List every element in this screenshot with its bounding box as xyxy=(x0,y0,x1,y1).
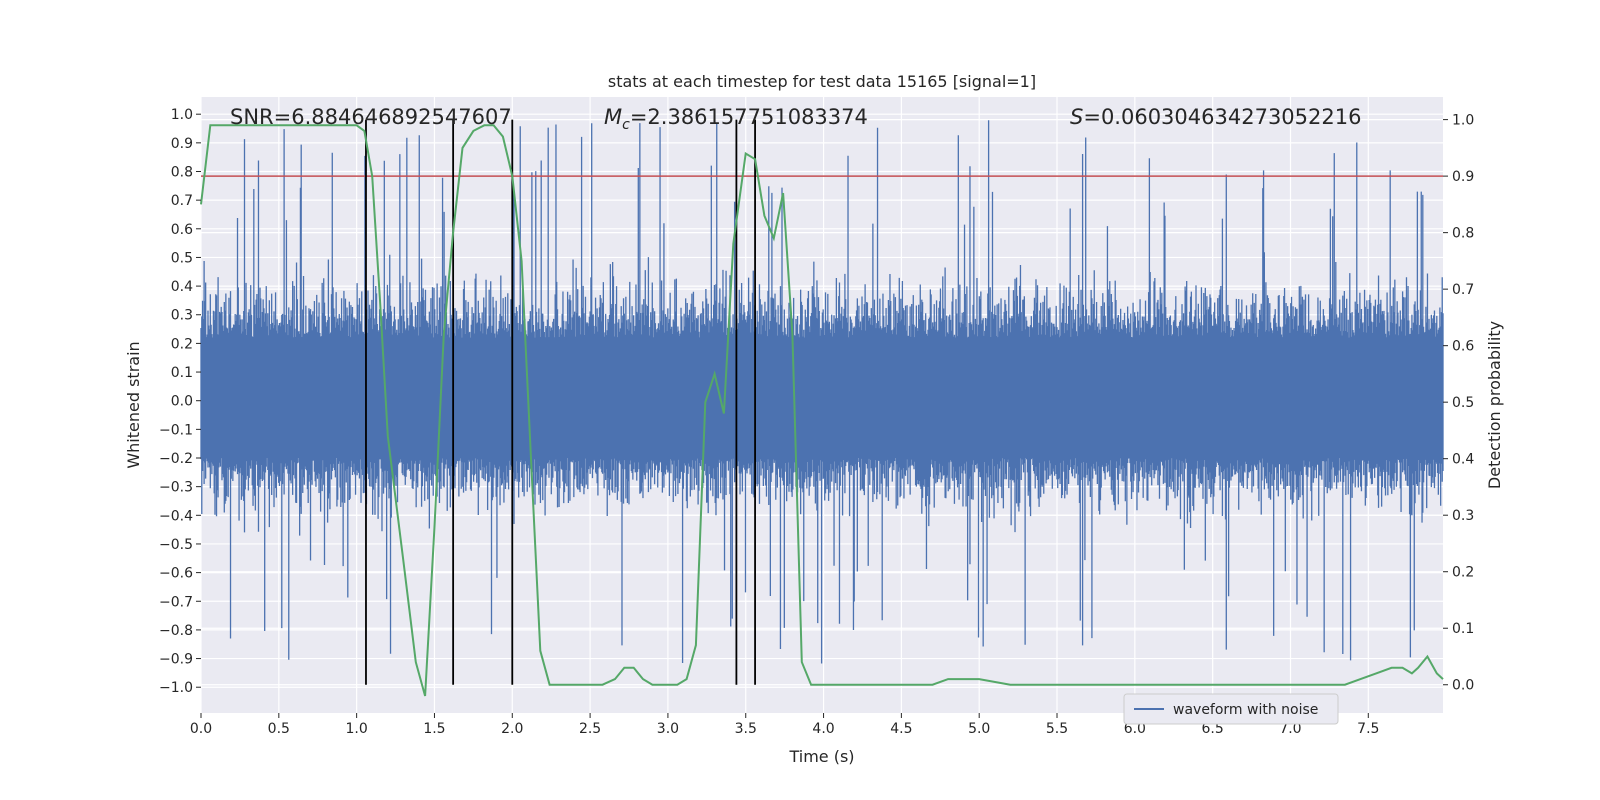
y-left-tick-label: −0.9 xyxy=(159,652,193,668)
y-left-tick-label: −1.0 xyxy=(159,680,193,696)
y-right-tick-label: 0.8 xyxy=(1452,226,1474,242)
y-right-tick-label: 0.7 xyxy=(1452,282,1474,298)
x-tick-label: 1.5 xyxy=(423,721,445,737)
y-left-tick-label: 0.0 xyxy=(171,394,193,410)
y-left-tick-label: 0.5 xyxy=(171,250,193,266)
s-annotation: S=0.060304634273052216 xyxy=(1070,105,1361,129)
x-tick-label: 0.0 xyxy=(190,721,212,737)
y-left-tick-label: −0.6 xyxy=(159,566,193,582)
chart-title: stats at each timestep for test data 151… xyxy=(608,72,1036,91)
snr-annotation: SNR=6.884646892547607 xyxy=(230,105,512,129)
s-symbol: S xyxy=(1070,105,1083,129)
y-left-tick-label: 0.8 xyxy=(171,164,193,180)
right-y-axis-ticks: 1.0 0.9 0.8 0.7 0.6 0.5 0.4 0.3 0.2 0.1 0.0 xyxy=(1443,113,1474,694)
mc-value: =2.386157751083374 xyxy=(630,105,868,129)
x-tick-label: 2.0 xyxy=(501,721,523,737)
x-tick-label: 5.5 xyxy=(1046,721,1068,737)
detection-lines xyxy=(365,119,756,685)
s-value: =0.060304634273052216 xyxy=(1083,105,1361,129)
y-right-tick-label: 0.4 xyxy=(1452,452,1474,468)
right-y-axis-label: Detection probability xyxy=(1485,321,1504,489)
y-left-tick-label: 0.2 xyxy=(171,336,193,352)
y-left-tick-label: 0.6 xyxy=(171,222,193,238)
y-right-tick-label: 0.5 xyxy=(1452,395,1474,411)
x-tick-label: 2.5 xyxy=(579,721,601,737)
y-right-tick-label: 1.0 xyxy=(1452,113,1474,129)
y-right-tick-label: 0.9 xyxy=(1452,169,1474,185)
y-left-tick-label: 0.1 xyxy=(171,365,193,381)
waveform-path xyxy=(200,120,1444,664)
y-right-tick-label: 0.3 xyxy=(1452,508,1474,524)
y-right-tick-label: 0.1 xyxy=(1452,621,1474,637)
y-left-tick-label: −0.4 xyxy=(159,508,193,524)
x-tick-label: 3.0 xyxy=(657,721,679,737)
x-tick-label: 1.0 xyxy=(346,721,368,737)
legend-box xyxy=(1123,693,1339,725)
x-axis-ticks: 0.0 0.5 1.0 1.5 2.0 2.5 3.0 3.5 4.0 4.5 5.0 5.5 6.0 6… xyxy=(190,713,1379,737)
x-tick-label: 5.0 xyxy=(968,721,990,737)
y-left-tick-label: 1.0 xyxy=(171,107,193,123)
detection-probability-line xyxy=(200,124,1444,697)
left-y-axis-label: Whitened strain xyxy=(124,341,143,468)
y-left-tick-label: −0.1 xyxy=(159,422,193,438)
y-right-tick-label: 0.0 xyxy=(1452,678,1474,694)
legend-entry: waveform with noise xyxy=(1173,702,1318,718)
x-tick-label: 6.5 xyxy=(1202,721,1224,737)
x-tick-label: 4.0 xyxy=(812,721,834,737)
x-axis-label: Time (s) xyxy=(788,747,854,766)
x-tick-label: 3.5 xyxy=(735,721,757,737)
mc-subscript: c xyxy=(622,117,630,133)
chirp-mass-annotation: Mc=2.386157751083374 xyxy=(604,105,868,133)
waveform-series xyxy=(200,120,1444,664)
y-left-tick-label: 0.7 xyxy=(171,193,193,209)
mc-symbol: M xyxy=(604,105,622,129)
legend: waveform with noise xyxy=(1123,693,1339,725)
y-left-tick-label: −0.7 xyxy=(159,594,193,610)
y-left-tick-label: 0.3 xyxy=(171,308,193,324)
x-tick-label: 0.5 xyxy=(268,721,290,737)
y-left-tick-label: 0.4 xyxy=(171,279,193,295)
y-left-tick-label: −0.3 xyxy=(159,480,193,496)
y-left-tick-label: 0.9 xyxy=(171,136,193,152)
x-tick-label: 7.5 xyxy=(1357,721,1379,737)
y-right-tick-label: 0.6 xyxy=(1452,339,1474,355)
x-tick-label: 7.0 xyxy=(1279,721,1301,737)
left-y-axis-ticks: 1.0 0.9 0.8 0.7 0.6 0.5 0.4 0.3 0.2 0.1 0.0 −0.1 −0.… xyxy=(159,107,201,696)
y-left-tick-label: −0.8 xyxy=(159,623,193,639)
x-tick-label: 6.0 xyxy=(1124,721,1146,737)
x-tick-label: 4.5 xyxy=(890,721,912,737)
y-left-tick-label: −0.2 xyxy=(159,451,193,467)
y-left-tick-label: −0.5 xyxy=(159,537,193,553)
y-right-tick-label: 0.2 xyxy=(1452,565,1474,581)
